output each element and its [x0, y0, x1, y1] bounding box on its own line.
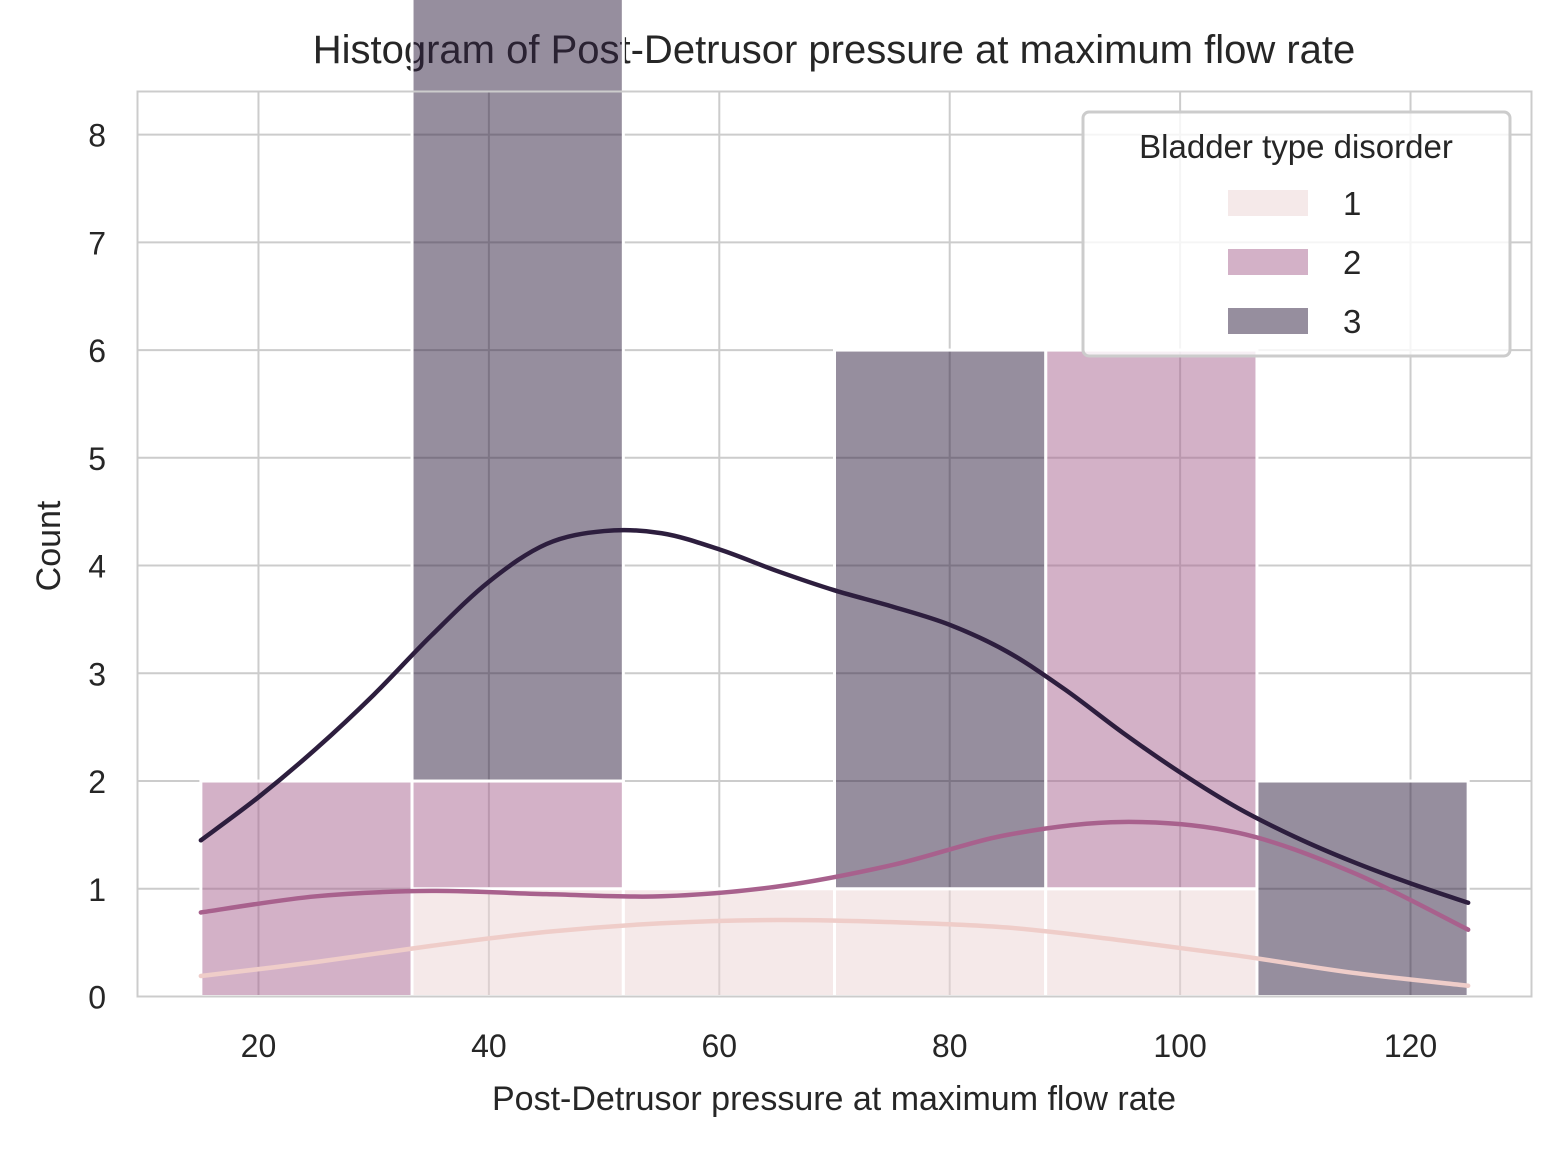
x-tick-labels: 20 40 60 80 100 120: [241, 1028, 1438, 1064]
x-tick-label: 120: [1384, 1028, 1437, 1064]
y-tick-label: 6: [88, 333, 106, 369]
legend-swatch-series-1: [1228, 190, 1308, 216]
bar-series-2: [1044, 348, 1259, 891]
y-tick-label: 7: [88, 225, 106, 261]
y-tick-label: 5: [88, 441, 106, 477]
kde-line-series-3: [198, 527, 1471, 906]
y-tick-label: 0: [88, 980, 106, 1016]
bar-series-2: [410, 779, 625, 891]
y-tick-label: 8: [88, 118, 106, 154]
legend-title: Bladder type disorder: [1139, 128, 1453, 165]
y-tick-labels: 0 1 2 3 4 5 6 7 8: [88, 118, 106, 1016]
kde-line-series-1: [198, 917, 1471, 988]
legend-label-series-2: 2: [1343, 244, 1361, 281]
x-tick-label: 100: [1153, 1028, 1206, 1064]
legend-swatch-series-3: [1228, 308, 1308, 334]
y-tick-label: 3: [88, 656, 106, 692]
x-tick-label: 40: [471, 1028, 507, 1064]
legend-label-series-3: 3: [1343, 303, 1361, 340]
x-tick-label: 80: [932, 1028, 968, 1064]
bar-series-1: [833, 887, 1048, 998]
bar-series-3: [410, 0, 625, 783]
x-tick-label: 20: [241, 1028, 277, 1064]
legend-label-series-1: 1: [1343, 185, 1361, 222]
y-tick-label: 4: [88, 549, 106, 585]
legend: Bladder type disorder 1 2 3: [1081, 110, 1512, 358]
legend-frame: [1081, 110, 1512, 358]
bar-series-1: [621, 887, 837, 998]
x-tick-label: 60: [701, 1028, 737, 1064]
plot-frame: [136, 90, 1533, 998]
y-tick-label: 2: [88, 764, 106, 800]
y-tick-label: 1: [88, 872, 106, 908]
x-axis-label: Post-Detrusor pressure at maximum flow r…: [492, 1080, 1176, 1118]
legend-swatch-series-2: [1228, 249, 1308, 275]
y-axis-label: Count: [30, 500, 68, 591]
kde-line-series-2: [198, 819, 1471, 932]
kde-lines: [198, 527, 1471, 988]
